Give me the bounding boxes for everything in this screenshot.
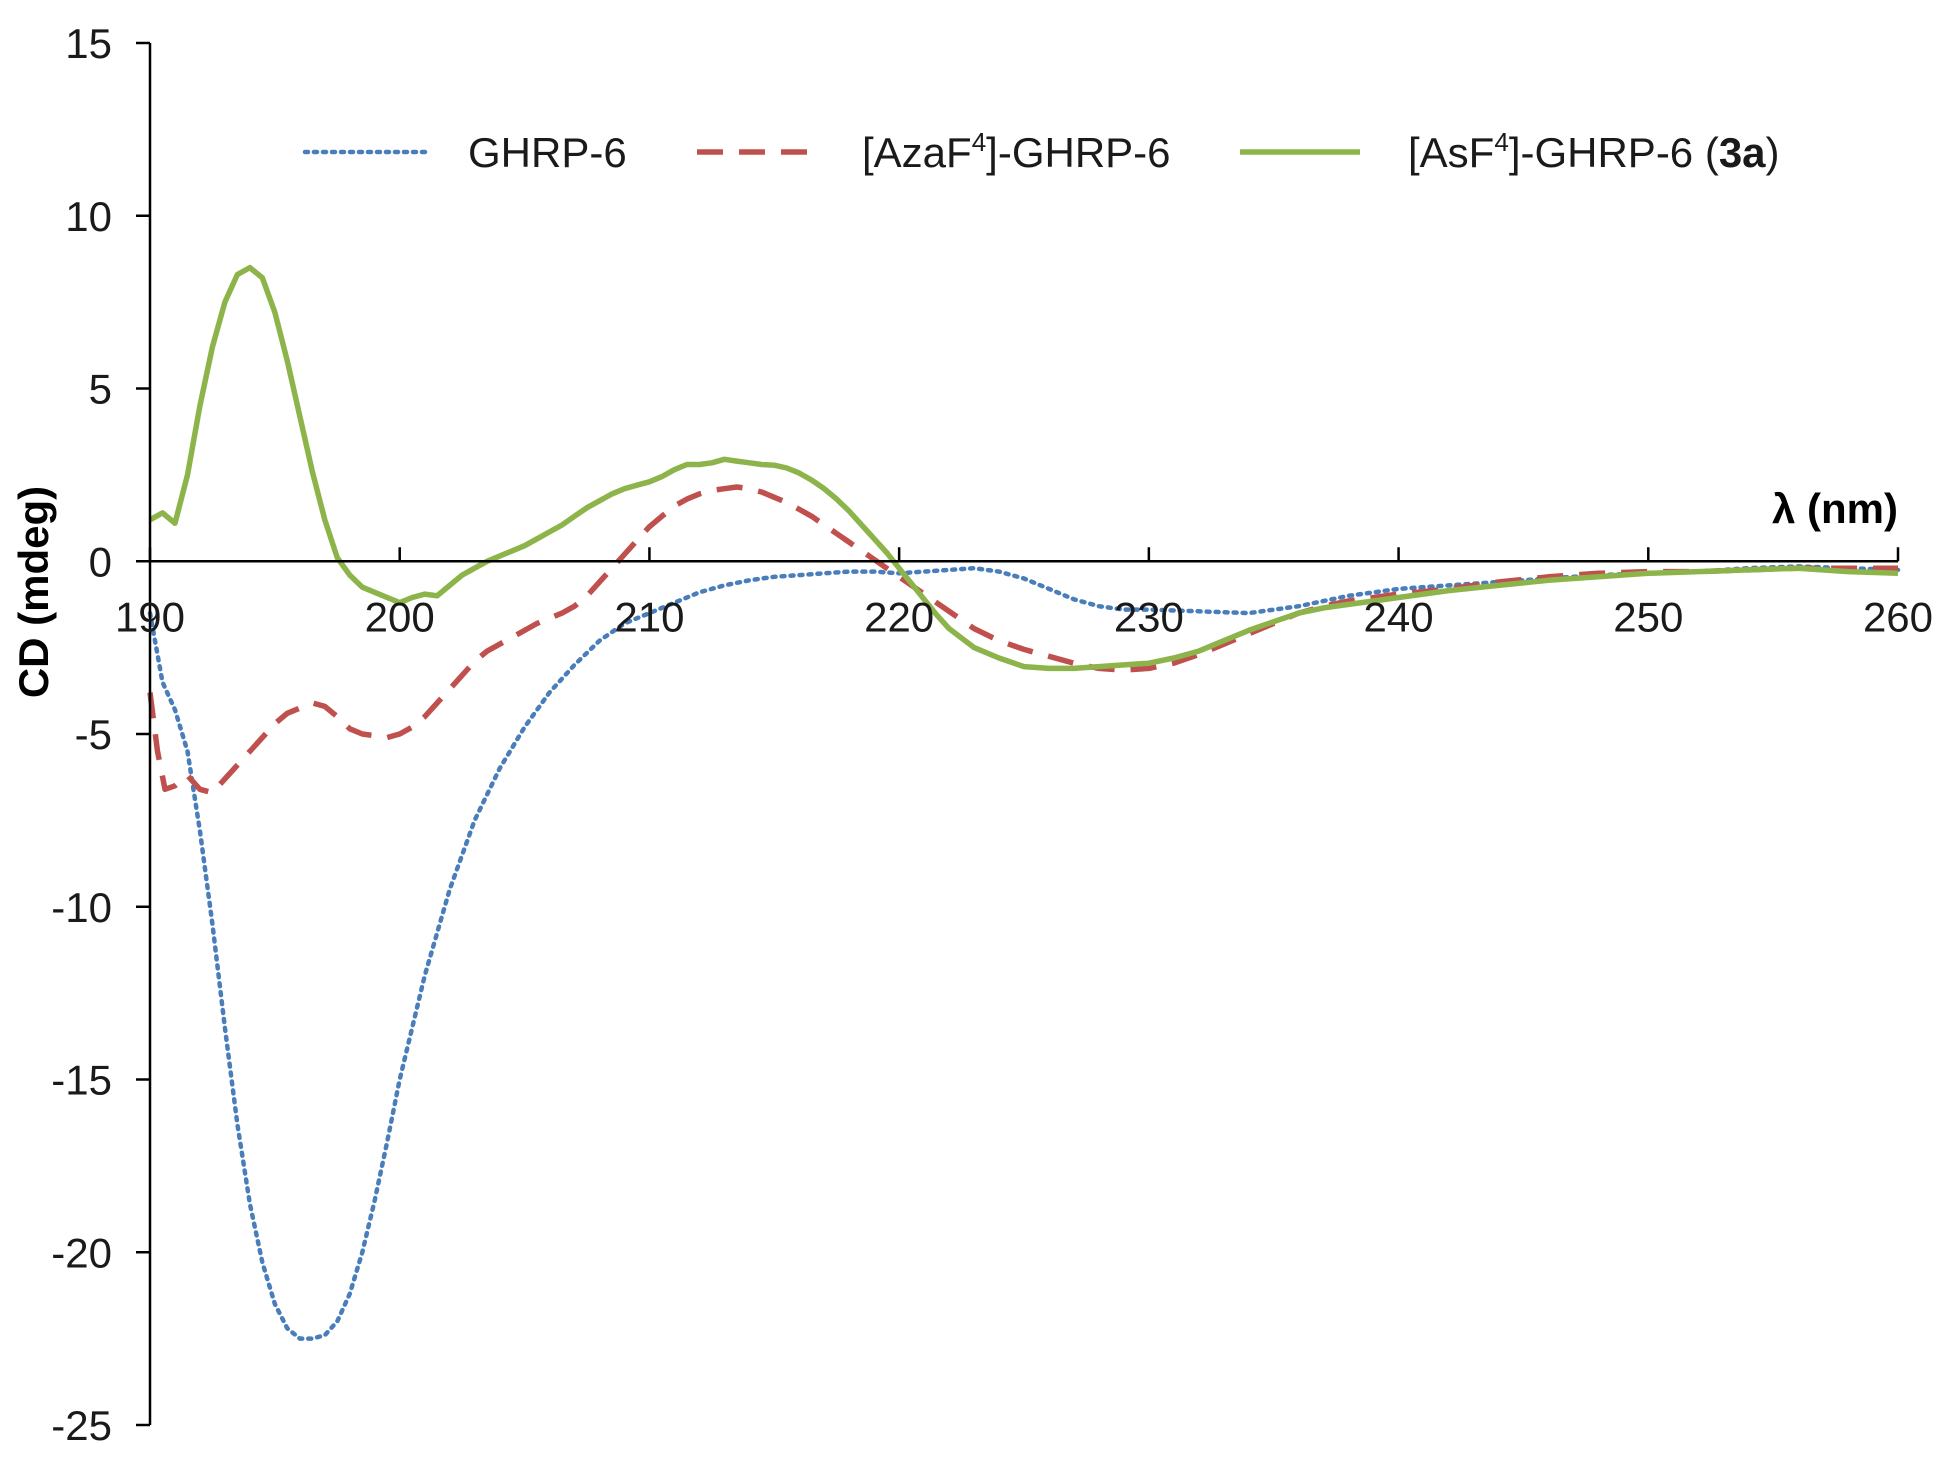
series-line-asf4-ghrp6-line <box>148 264 1899 672</box>
x-tick-label: 190 <box>115 593 185 640</box>
legend-bold: 3a <box>1719 129 1766 176</box>
legend-sup: 4 <box>1494 127 1508 157</box>
legend-label-asf4-ghrp6-line: [AsF4]-GHRP-6 (3a) <box>1408 127 1780 176</box>
y-tick-label: -10 <box>51 884 112 931</box>
x-tick-label: 250 <box>1613 593 1683 640</box>
x-ticks: 190 200 210 220 230 240 250 260 <box>115 547 1933 640</box>
y-tick-label: 15 <box>65 20 112 67</box>
x-axis-title: λ (nm) <box>1772 485 1898 532</box>
legend-label-ghrp6-line: GHRP-6 <box>468 129 627 176</box>
y-tick-label: 5 <box>89 366 112 413</box>
y-tick-label: 10 <box>65 193 112 240</box>
x-tick-label: 260 <box>1863 593 1933 640</box>
y-ticks: 15 10 5 0 -5 -10 -15 -20 -25 <box>51 20 150 1449</box>
x-tick-label: 200 <box>365 593 435 640</box>
x-tick-label: 230 <box>1114 593 1184 640</box>
legend-prefix: [AzaF <box>862 129 972 176</box>
legend-mid: ]-GHRP-6 ( <box>1509 129 1719 176</box>
y-tick-label: -15 <box>51 1057 112 1104</box>
y-axis-title: CD (mdeg) <box>10 486 57 698</box>
legend-label-azaf4-ghrp6-line: [AzaF4]-GHRP-6 <box>862 127 1171 176</box>
x-tick-label: 210 <box>614 593 684 640</box>
axes: 15 10 5 0 -5 -10 -15 -20 -25 190 200 210 220 230 240 2… <box>51 20 1933 1449</box>
y-tick-label: -25 <box>51 1402 112 1449</box>
series-line-ghrp6-line <box>147 564 1901 1341</box>
x-tick-label: 240 <box>1364 593 1434 640</box>
legend-prefix: GHRP-6 <box>468 129 627 176</box>
legend-prefix: [AsF <box>1408 129 1494 176</box>
legend-sup: 4 <box>972 127 986 157</box>
x-tick-label: 220 <box>864 593 934 640</box>
y-tick-label: -5 <box>75 711 112 758</box>
y-tick-label: 0 <box>89 538 112 585</box>
legend-mid: ]-GHRP-6 <box>986 129 1170 176</box>
legend: GHRP-6 [AzaF4]-GHRP-6 [AsF4]-GHRP-6 (3a) <box>302 127 1780 176</box>
plot-lines <box>147 264 1901 1341</box>
legend-suffix: ) <box>1766 129 1780 176</box>
y-tick-label: -20 <box>51 1229 112 1276</box>
